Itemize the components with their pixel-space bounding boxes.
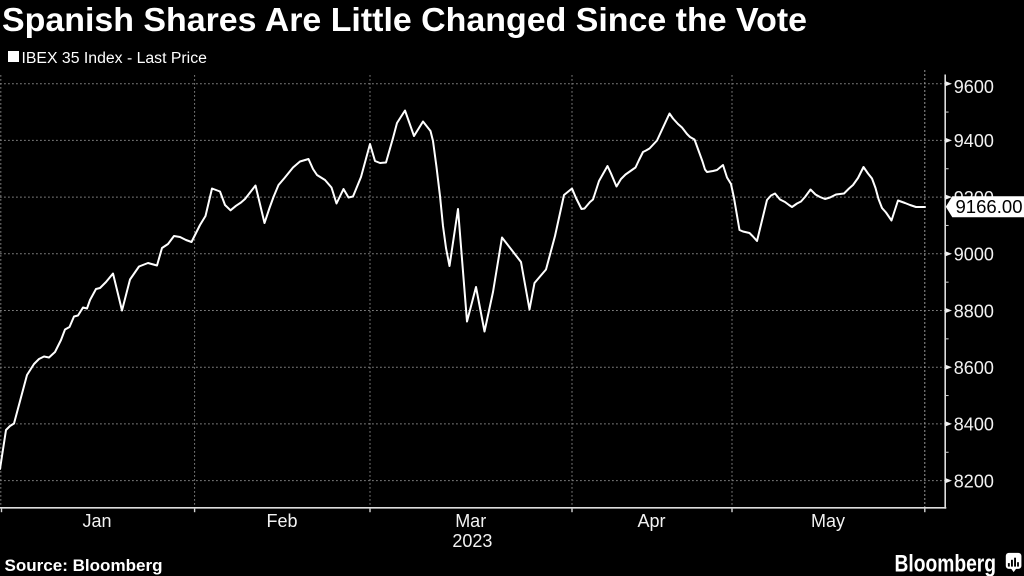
svg-text:May: May	[811, 511, 845, 531]
svg-text:Feb: Feb	[266, 511, 297, 531]
svg-text:Mar: Mar	[455, 511, 486, 531]
svg-text:Spanish Shares Are Little Chan: Spanish Shares Are Little Changed Since …	[2, 1, 807, 38]
svg-text:IBEX 35 Index - Last Price: IBEX 35 Index - Last Price	[22, 50, 207, 67]
svg-text:8600: 8600	[954, 358, 994, 378]
svg-text:Bloomberg: Bloomberg	[895, 551, 997, 576]
svg-text:8400: 8400	[954, 415, 994, 435]
svg-text:9000: 9000	[954, 245, 994, 265]
svg-text:Apr: Apr	[637, 511, 665, 531]
svg-text:Jan: Jan	[82, 511, 111, 531]
svg-text:8200: 8200	[954, 471, 994, 491]
svg-text:9600: 9600	[954, 77, 994, 97]
svg-text:2023: 2023	[452, 531, 492, 551]
svg-text:9166.00: 9166.00	[956, 196, 1023, 217]
svg-text:8800: 8800	[954, 301, 994, 321]
svg-text:9400: 9400	[954, 131, 994, 151]
svg-text:Source: Bloomberg: Source: Bloomberg	[5, 557, 163, 575]
